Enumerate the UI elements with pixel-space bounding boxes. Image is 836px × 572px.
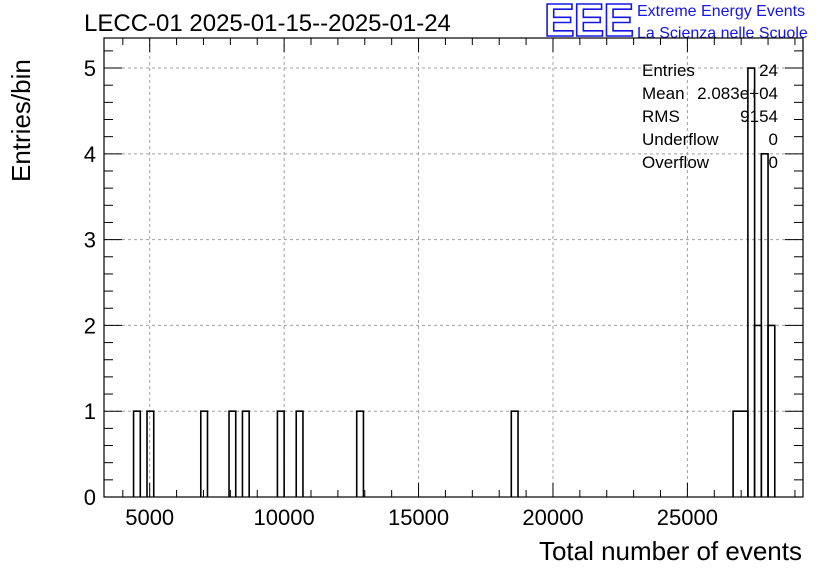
plot-frame bbox=[103, 37, 804, 498]
histogram-bin-1 bbox=[146, 410, 155, 497]
stats-label-overflow: Overflow bbox=[642, 153, 710, 172]
chart-title: LECC-01 2025-01-15--2025-01-24 bbox=[84, 10, 451, 37]
histogram-bin-5 bbox=[276, 410, 285, 497]
axis-ticks bbox=[104, 38, 803, 498]
y-tick-label-4: 4 bbox=[84, 142, 96, 167]
histogram-bin-7 bbox=[355, 410, 365, 497]
stats-label-underflow: Underflow bbox=[642, 130, 719, 149]
histogram-bin-13 bbox=[767, 324, 776, 497]
grid-lines bbox=[104, 38, 803, 497]
x-tick-label-4: 25000 bbox=[657, 505, 718, 530]
y-tick-label-1: 1 bbox=[84, 399, 96, 424]
histogram-bin-0 bbox=[132, 410, 142, 497]
eee-logo: EEE bbox=[542, 0, 635, 52]
y-tick-label-3: 3 bbox=[84, 228, 96, 253]
histogram-bin-4 bbox=[241, 410, 250, 497]
y-tick-label-0: 0 bbox=[84, 485, 96, 510]
stats-label-mean: Mean bbox=[642, 84, 685, 103]
stats-label-entries: Entries bbox=[642, 61, 695, 80]
tick-labels: 5000 10000 15000 20000 25000 0 1 2 3 4 5 bbox=[84, 56, 718, 530]
stats-value-mean: 2.083e+04 bbox=[697, 84, 778, 103]
y-tick-label-5: 5 bbox=[84, 56, 96, 81]
histogram-bin-8 bbox=[510, 410, 519, 497]
svg-text:EEE: EEE bbox=[544, 0, 633, 44]
y-axis-label: Entries/bin bbox=[6, 59, 36, 182]
stats-value-entries: 24 bbox=[759, 61, 778, 80]
stats-label-rms: RMS bbox=[642, 107, 680, 126]
stats-value-underflow: 0 bbox=[769, 130, 778, 149]
stats-box: Entries 24 Mean 2.083e+04 RMS 9154 Underflow 0 O… bbox=[642, 61, 778, 172]
histogram-bars bbox=[132, 67, 776, 497]
histogram-bin-10 bbox=[747, 67, 756, 497]
x-tick-label-0: 5000 bbox=[125, 505, 174, 530]
logo-text-line1: Extreme Energy Events bbox=[637, 3, 806, 20]
histogram-bin-9 bbox=[732, 410, 749, 497]
x-tick-label-2: 15000 bbox=[388, 505, 449, 530]
eee-logo-graphic: EEE bbox=[543, 0, 635, 47]
x-tick-label-1: 10000 bbox=[254, 505, 315, 530]
histogram-bin-3 bbox=[228, 410, 237, 497]
stats-value-rms: 9154 bbox=[740, 107, 778, 126]
x-axis-label: Total number of events bbox=[538, 536, 802, 566]
stats-value-overflow: 0 bbox=[769, 153, 778, 172]
histogram-bin-2 bbox=[199, 410, 209, 497]
x-tick-label-3: 20000 bbox=[522, 505, 583, 530]
histogram-bin-6 bbox=[295, 410, 304, 497]
y-tick-label-2: 2 bbox=[84, 313, 96, 338]
